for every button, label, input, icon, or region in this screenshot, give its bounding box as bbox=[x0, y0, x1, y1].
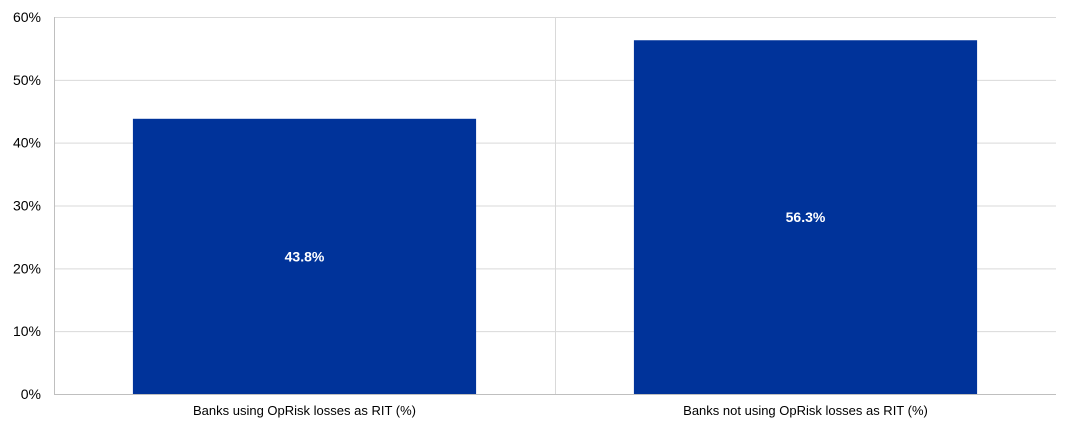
y-tick-label-0: 0% bbox=[21, 386, 41, 402]
axes bbox=[54, 17, 1056, 395]
data-label-2: 56.3% bbox=[786, 209, 826, 225]
bar-2 bbox=[633, 40, 978, 395]
data-label-1: 43.8% bbox=[285, 248, 325, 264]
labels: 0% 10% 20% 30% 40% 50% 60% 43.8% Banks using OpR… bbox=[13, 9, 928, 418]
category-label-2: Banks not using OpRisk losses as RIT (%) bbox=[683, 403, 928, 418]
y-tick-label-50: 50% bbox=[13, 72, 41, 88]
y-tick-label-30: 30% bbox=[13, 198, 41, 214]
bars bbox=[132, 40, 978, 395]
y-tick-label-20: 20% bbox=[13, 260, 41, 276]
bar-1 bbox=[132, 118, 477, 394]
category-label-1: Banks using OpRisk losses as RIT (%) bbox=[193, 403, 416, 418]
y-tick-label-40: 40% bbox=[13, 135, 41, 151]
y-tick-label-60: 60% bbox=[13, 9, 41, 25]
y-tick-label-10: 10% bbox=[13, 323, 41, 339]
